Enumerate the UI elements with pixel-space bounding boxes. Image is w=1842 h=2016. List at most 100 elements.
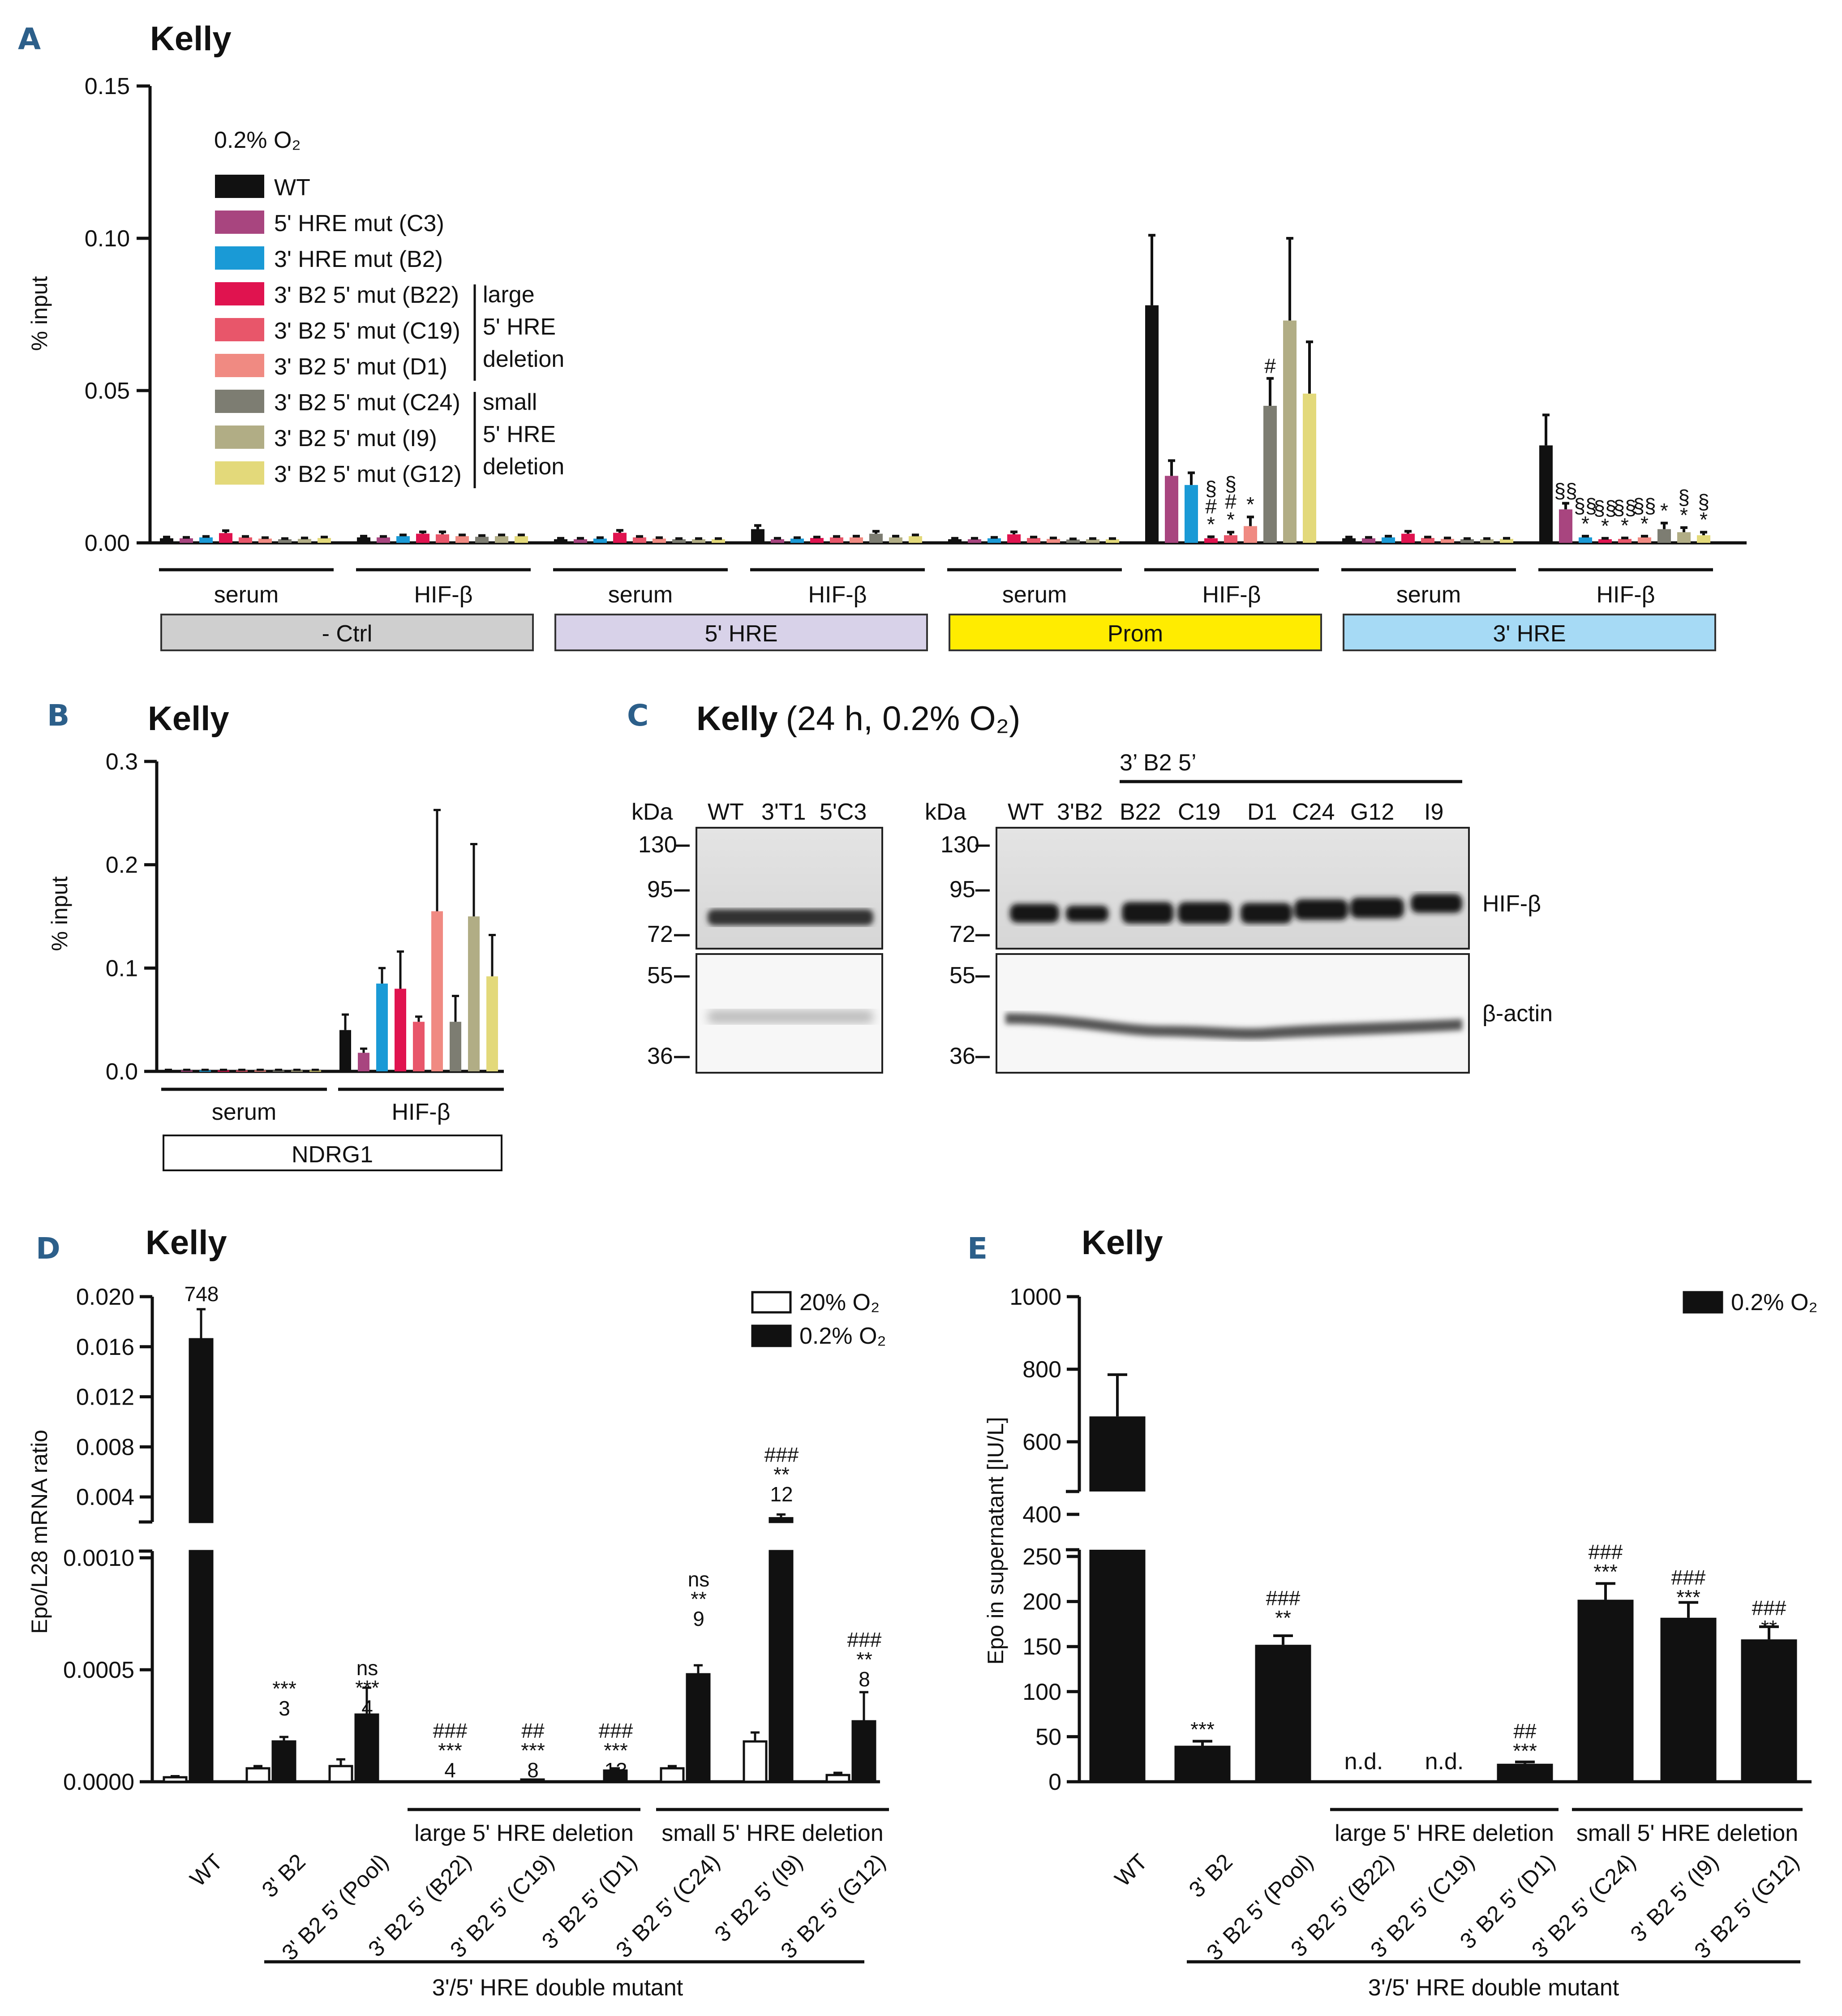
significance-mark: 13 <box>604 1758 627 1782</box>
blot-label-actin: β-actin <box>1482 1001 1553 1027</box>
y-tick-label: 0.0 <box>106 1059 138 1085</box>
legend-entry: WT <box>274 175 310 201</box>
bar <box>790 538 804 543</box>
bar <box>515 536 528 543</box>
bar-upper <box>1089 1416 1146 1492</box>
bar <box>377 537 390 543</box>
bar <box>1066 539 1080 543</box>
significance-mark: ** <box>773 1463 790 1486</box>
bar <box>1460 539 1474 543</box>
region-box <box>949 614 1322 651</box>
bar <box>1089 1550 1146 1782</box>
bar <box>633 537 646 543</box>
significance-mark: * <box>1680 503 1688 527</box>
legend-swatch <box>215 426 264 449</box>
significance-mark: §§ <box>1613 496 1636 519</box>
band-actin-left <box>708 1010 873 1023</box>
significance-mark: n.d. <box>1344 1749 1383 1775</box>
significance-mark: 8 <box>527 1758 539 1782</box>
significance-mark: § <box>1698 490 1709 513</box>
y-tick-label: 0.016 <box>76 1334 134 1360</box>
bar <box>1185 485 1198 543</box>
bar <box>825 1774 850 1783</box>
bar <box>357 537 370 543</box>
bar <box>1660 1617 1717 1782</box>
significance-mark: # <box>1205 494 1217 518</box>
significance-mark: *** <box>1676 1586 1700 1609</box>
y-tick-label: 0.2 <box>106 852 138 878</box>
bar <box>653 538 666 543</box>
legend-bracket-label: 5' HRE <box>483 421 556 447</box>
significance-mark: # <box>1225 490 1237 513</box>
significance-mark: 9 <box>693 1607 704 1630</box>
bar <box>163 1070 174 1072</box>
significance-mark: * <box>1246 493 1254 516</box>
bar <box>869 533 883 543</box>
y-axis-label: Epo in supernatant [IU/L] <box>983 1417 1008 1664</box>
bar <box>1086 539 1099 543</box>
significance-mark: * <box>1207 512 1215 536</box>
significance-mark: *** <box>521 1739 545 1762</box>
bar <box>1255 1645 1311 1782</box>
bar <box>236 1070 248 1072</box>
legend-entry: 5' HRE mut (C3) <box>274 211 444 236</box>
significance-mark: 8 <box>859 1668 870 1691</box>
bar <box>1382 537 1395 543</box>
bar <box>395 989 406 1071</box>
bar <box>180 538 193 543</box>
lane-label: 3'B2 <box>1057 799 1103 825</box>
kda-label-right: kDa <box>925 799 966 825</box>
significance-mark: ### <box>1589 1540 1623 1564</box>
bar <box>810 538 824 543</box>
legend-entry: 3' B2 5' mut (G12) <box>274 461 462 487</box>
significance-mark: ### <box>1266 1586 1301 1610</box>
bar <box>475 537 489 543</box>
bar <box>1362 538 1375 543</box>
bar <box>1577 1599 1634 1782</box>
group-label: serum <box>214 582 279 608</box>
region-box <box>1343 614 1716 651</box>
significance-mark: *** <box>1190 1718 1215 1741</box>
marker: 95 <box>647 877 673 903</box>
region-label: 5' HRE <box>704 621 777 647</box>
y-tick-label: 0.05 <box>85 378 130 404</box>
y-tick-label: 0.008 <box>76 1434 134 1460</box>
significance-mark: ** <box>1761 1616 1777 1639</box>
bar <box>593 538 607 543</box>
legend-entry: 0.2% O₂ <box>799 1323 886 1349</box>
significance-mark: ## <box>1513 1719 1537 1743</box>
legend-bracket-label: large <box>483 282 535 308</box>
group-label: serum <box>1396 582 1461 608</box>
blot-header: 3’ B2 5’ <box>1120 750 1197 776</box>
y-tick-label: 400 <box>1022 1502 1061 1528</box>
significance-mark: § <box>1678 486 1690 509</box>
marker: 130 <box>638 832 677 858</box>
bar <box>613 533 627 543</box>
bar <box>771 539 784 543</box>
bottom-label: 3'/5' HRE double mutant <box>432 1975 683 2001</box>
y-tick-label: 0.012 <box>76 1384 134 1410</box>
significance-mark: ### <box>1671 1566 1706 1589</box>
bar <box>199 1070 211 1072</box>
category-label: 3' B2 <box>257 1849 310 1902</box>
marker: 55 <box>949 963 975 989</box>
panel-title-d: Kelly <box>146 1224 227 1262</box>
y-tick-label: 200 <box>1022 1589 1061 1615</box>
group-label: small 5' HRE deletion <box>661 1820 883 1846</box>
legend-bracket-label: 5' HRE <box>483 314 556 340</box>
lane-label: C24 <box>1292 799 1335 825</box>
y-tick-label: 800 <box>1022 1357 1061 1383</box>
bar <box>239 537 252 543</box>
legend-swatch <box>751 1324 792 1347</box>
bar <box>486 976 498 1071</box>
bar <box>889 537 902 543</box>
significance-mark: §§ <box>1554 479 1577 503</box>
bar <box>271 1740 296 1783</box>
legend-bracket-label: deletion <box>483 346 564 372</box>
chart-a: 0.00 0.05 0.10 0.15 % input 0.2% O₂ WT 5' HRE m… <box>27 73 1747 651</box>
bar <box>328 1765 353 1783</box>
group-label: small 5' HRE deletion <box>1576 1820 1798 1846</box>
legend-swatch <box>215 318 264 341</box>
bar <box>163 1776 188 1783</box>
